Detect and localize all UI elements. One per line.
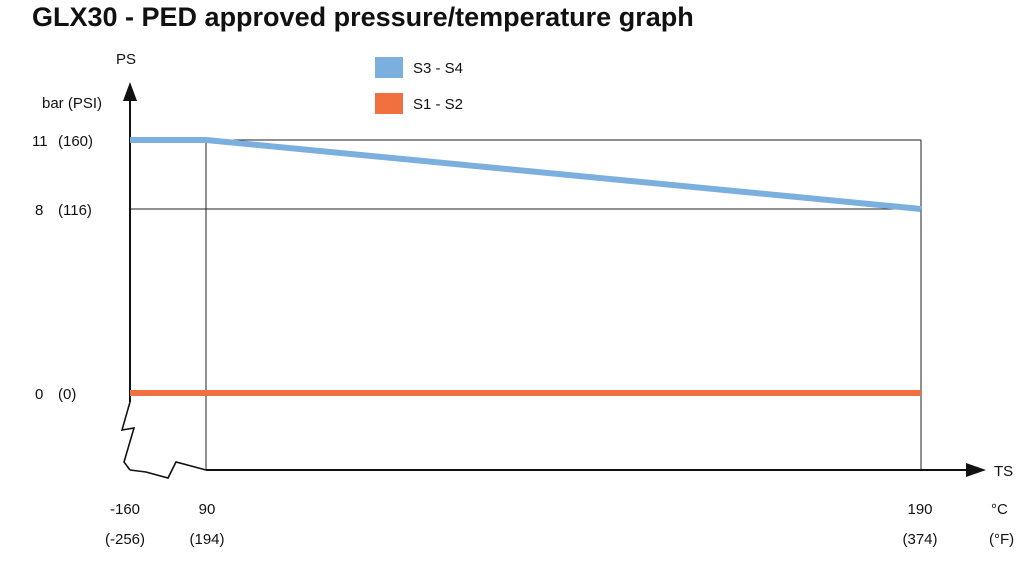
chart-title: GLX30 - PED approved pressure/temperatur… — [32, 2, 694, 32]
y-tick-labels: 11 (160) 8 (116) 0 (0) — [32, 133, 93, 403]
x-tick-c-minus160: -160 — [110, 501, 140, 518]
legend-label-s1-s2: S1 - S2 — [413, 96, 463, 113]
y-tick-psi-0: (0) — [58, 386, 76, 403]
x-tick-c-190: 190 — [907, 501, 932, 518]
y-axis-break — [120, 401, 136, 471]
legend-swatch-s3-s4 — [375, 57, 403, 78]
series-line-s3-s4 — [130, 137, 922, 212]
x-tick-labels: -160 (-256) 90 (194) 190 (374) — [105, 501, 938, 548]
series-layer — [130, 137, 922, 396]
legend-label-s3-s4: S3 - S4 — [413, 60, 463, 77]
y-tick-bar-0: 0 — [35, 386, 43, 403]
legend-swatch-s1-s2 — [375, 93, 403, 114]
y-axis-unit: bar (PSI) — [42, 95, 102, 112]
x-tick-f-minus256: (-256) — [105, 531, 145, 548]
y-tick-bar-11: 11 — [32, 133, 48, 150]
x-axis-unit-f: (°F) — [989, 531, 1014, 548]
legend: S3 - S4 S1 - S2 — [375, 57, 463, 114]
y-tick-psi-160: (160) — [58, 133, 93, 150]
y-axis-arrow-icon — [123, 82, 137, 101]
x-axis-title: TS — [994, 463, 1013, 480]
x-axis-break — [129, 461, 207, 479]
x-tick-f-194: (194) — [189, 531, 224, 548]
x-tick-c-90: 90 — [199, 501, 216, 518]
x-axis-unit-c: °C — [991, 501, 1008, 518]
y-tick-psi-116: (116) — [58, 202, 92, 219]
y-tick-bar-8: 8 — [35, 202, 43, 219]
x-tick-f-374: (374) — [902, 531, 937, 548]
plot-frame — [130, 139, 922, 470]
x-axis-arrow-icon — [966, 463, 986, 477]
y-axis-title: PS — [116, 51, 136, 68]
axes — [120, 82, 986, 479]
